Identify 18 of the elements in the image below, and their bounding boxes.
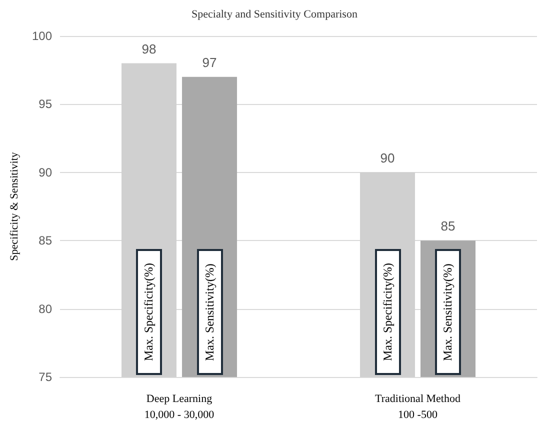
- y-tick-label: 80: [38, 302, 52, 316]
- text: Max. Sensitivity(%): [440, 263, 454, 361]
- x-tick-label: Traditional Method 100 -500: [375, 393, 461, 421]
- series-label: Max. Sensitivity(%): [196, 249, 222, 375]
- y-tick-label: 75: [38, 370, 52, 384]
- data-label: 85: [440, 218, 456, 234]
- y-tick-label: 90: [38, 165, 52, 180]
- series-label: Max. Specificity(%): [136, 249, 162, 375]
- text: Max. Specificity(%): [380, 263, 394, 361]
- data-label: 97: [202, 54, 217, 70]
- y-tick-label: 85: [38, 234, 52, 248]
- chart-title: Specialty and Sensitivity Comparison: [192, 8, 358, 20]
- x-tick-label: Deep Learning 10,000 - 30,000: [144, 393, 215, 421]
- data-label: 98: [142, 41, 156, 56]
- data-label: 90: [380, 150, 395, 166]
- y-tick-label: 95: [38, 97, 52, 112]
- y-tick-label: 100: [32, 29, 52, 43]
- y-axis-title: Specificity & Sensitivity: [8, 152, 20, 261]
